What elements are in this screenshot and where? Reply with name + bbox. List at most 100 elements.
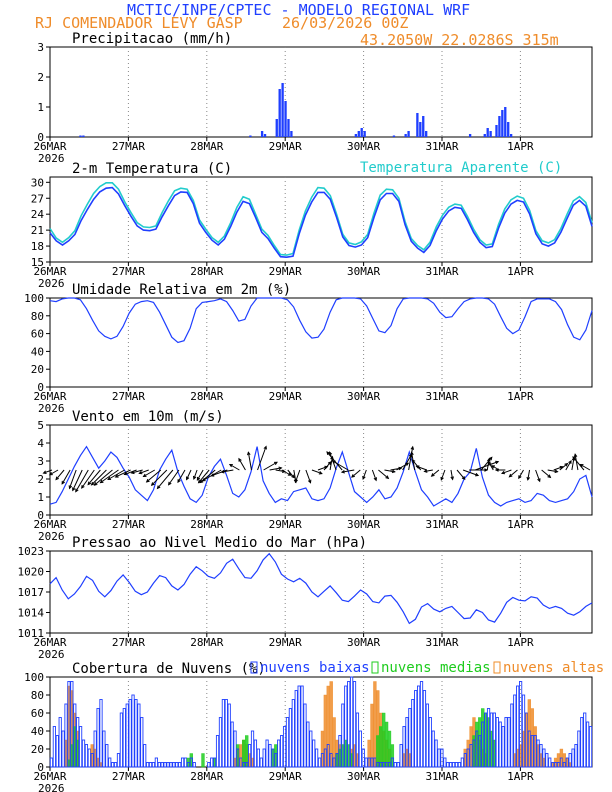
cloud-bar-baixas [349, 676, 354, 768]
wind-arrow [494, 468, 506, 472]
wind-arrow-head [326, 451, 331, 456]
wind-arrow-head [430, 473, 435, 477]
wind-arrow-shaft [402, 454, 413, 471]
cloud-bar-baixas [230, 721, 234, 768]
panel-wind: 0 1 2 3 4 5 26MAR 27MAR 28MAR 29MAR 30MAR 31MAR 1APR… [33, 409, 593, 543]
wind-arrow-head [572, 456, 576, 461]
precip-bar [407, 131, 410, 137]
wind-arrow [185, 469, 192, 481]
wind-arrow [559, 462, 569, 471]
wind-arrow-head [142, 473, 147, 478]
cloud-bar-baixas [428, 717, 432, 768]
cloud-bar-baixas [189, 757, 193, 768]
cloud-bar-baixas [402, 726, 406, 768]
wind-arrow-head [411, 459, 416, 464]
cloud-bar-baixas [49, 757, 54, 768]
precip-bar [354, 134, 358, 137]
wind-arrow-shaft [501, 469, 512, 474]
y-tick-label: 0 [37, 131, 44, 144]
cloud-bar-baixas [143, 744, 147, 768]
y-tick-label: 60 [31, 707, 44, 720]
cloud-bar-medias [387, 730, 392, 768]
wind-arrow [81, 469, 95, 489]
wind-arrow [238, 457, 246, 471]
cloud-bar-baixas [454, 762, 459, 768]
cloud-bar-baixas [507, 717, 511, 768]
wind-arrow [263, 461, 278, 471]
wind-arrow [48, 469, 59, 476]
precip-bar [360, 128, 363, 137]
wind-arrow-head [55, 476, 60, 481]
x-tick-label: 26MAR [33, 770, 66, 783]
wind-arrow-head [461, 476, 466, 481]
wind-arrow-head [373, 477, 378, 482]
x-year-label: 2026 [38, 402, 65, 415]
wind-arrow [220, 469, 234, 474]
wind-arrow-head [508, 473, 513, 478]
cloud-bar-baixas [163, 762, 167, 768]
wind-arrow-head [391, 469, 396, 474]
wind-arrow-head [487, 457, 491, 462]
wind-arrow [90, 469, 107, 486]
cloud-bar-baixas [277, 739, 281, 768]
cloud-bar-baixas [478, 735, 482, 768]
wind-arrow [378, 469, 390, 480]
cloud-bar-baixas [309, 730, 313, 768]
cloud-bar-baixas [210, 757, 214, 768]
cloud-bar-baixas [245, 762, 249, 768]
wind-arrow-shaft [580, 464, 591, 471]
cloud-bar-baixas [379, 762, 383, 768]
wind-arrow [145, 469, 162, 483]
wind-arrow [423, 469, 433, 473]
cloud-bar-baixas [489, 712, 494, 768]
wind-arrow-shaft [565, 460, 572, 471]
wind-arrow [167, 469, 180, 486]
wind-arrow [351, 469, 361, 478]
wind-arrow-shaft [69, 469, 77, 489]
cloud-bar-baixas [64, 703, 68, 768]
wind-arrow [150, 469, 168, 486]
wind-arrow [440, 469, 446, 481]
cloud-bar-baixas [268, 744, 272, 768]
wind-arrow-head [210, 473, 215, 477]
wind-arrow [247, 451, 252, 471]
cloud-bar-baixas [341, 703, 345, 768]
cloud-bar-baixas [108, 757, 112, 768]
wind-arrow [99, 469, 119, 484]
cloud-bar-baixas [160, 762, 164, 768]
cloud-bar-baixas [288, 708, 293, 768]
cloud-bar-baixas [146, 762, 150, 768]
wind-arrow [269, 466, 283, 471]
cloud-bar-baixas [329, 753, 333, 768]
wind-arrow-head [99, 479, 104, 484]
x-tick-label: 27MAR [112, 770, 145, 783]
wind-arrow-head [415, 465, 420, 469]
wind-arrow-head [273, 461, 278, 466]
x-tick-label: 31MAR [425, 770, 458, 783]
wind-arrow-shaft [247, 452, 252, 471]
wind-arrow [287, 469, 295, 479]
wind-arrow [305, 469, 312, 484]
cloud-bar-baixas [253, 739, 258, 768]
cloud-bar-baixas [172, 762, 176, 768]
x-tick-label: 1APR [507, 140, 534, 153]
precip-bar [504, 107, 507, 137]
cloud-bar-baixas [510, 703, 514, 768]
cloud-bar-baixas [347, 681, 351, 768]
wind-arrow [430, 469, 440, 477]
wind-arrow [487, 460, 494, 471]
cloud-bar-baixas [320, 753, 325, 768]
cloud-bar-baixas [259, 757, 263, 768]
cloud-bar-baixas [425, 703, 429, 768]
wind-arrow-head [294, 479, 298, 484]
cloud-bar-baixas [148, 762, 153, 768]
cloud-bar-baixas [151, 762, 156, 768]
wind-arrow-shaft [509, 469, 518, 478]
run-title: 26/03/2026 00Z [282, 14, 408, 32]
wind-arrow-head [518, 475, 522, 480]
cloud-bar-baixas [233, 730, 237, 768]
coords-title: 43.2050W 22.0286S 315m [360, 31, 559, 49]
wind-arrow-shaft [412, 459, 422, 471]
cloud-bar-baixas [294, 690, 298, 768]
cloud-bar-baixas [571, 748, 575, 768]
